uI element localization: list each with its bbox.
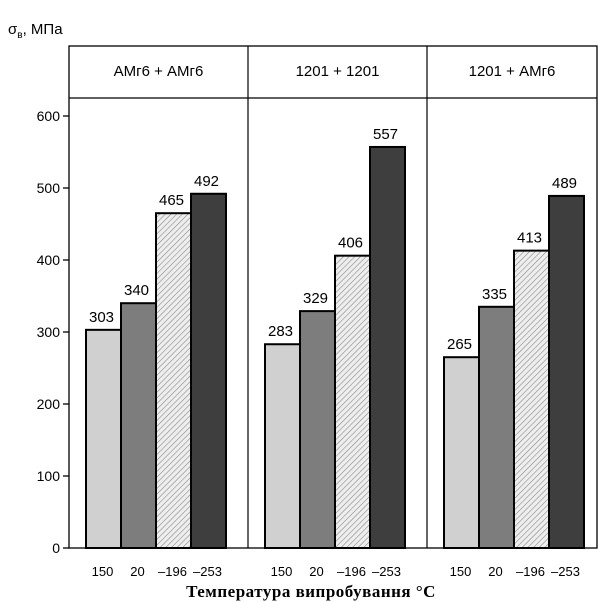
- data-label-2-4: 557: [373, 126, 398, 143]
- y-axis: 0 100 200 300 400 500 600: [37, 108, 69, 556]
- y-axis-label-rest: , МПа: [23, 21, 64, 38]
- data-label-2-2: 329: [303, 290, 328, 307]
- bar-2-–253: [369, 145, 406, 550]
- bar-3-150: [443, 356, 480, 550]
- data-label-1-4: 492: [194, 173, 219, 190]
- x-tick-label-1-1: 150: [92, 564, 114, 579]
- data-label-3-4: 489: [552, 175, 577, 192]
- data-label-3-1: 265: [447, 336, 472, 353]
- x-axis-title: Температура випробування °С: [186, 582, 436, 601]
- x-tick-label-1-3: –196: [158, 564, 187, 579]
- x-tick-label-2-1: 150: [271, 564, 293, 579]
- data-label-1-2: 340: [124, 282, 149, 299]
- x-tick-label-3-2: 20: [488, 564, 502, 579]
- bar-2-–196: [334, 254, 371, 549]
- bar-1-20: [120, 302, 157, 550]
- bar-1-–253: [190, 192, 227, 549]
- data-label-2-1: 283: [268, 323, 293, 340]
- y-axis-label-sub: в: [17, 30, 22, 41]
- data-label-2-3: 406: [338, 235, 363, 252]
- bar-2-20: [299, 310, 336, 549]
- x-tick-label-2-4: –253: [372, 564, 401, 579]
- x-tick-label-3-4: –253: [551, 564, 580, 579]
- bar-3-–196: [513, 249, 550, 549]
- x-tick-label-3-3: –196: [516, 564, 545, 579]
- bar-3-–253: [548, 194, 585, 549]
- chart-panels: АМг6 + АМг630315034020465–196492–2531201…: [85, 63, 585, 579]
- panel-title-2: 1201 + 1201: [296, 63, 380, 80]
- y-axis-label: σв, МПа: [8, 21, 63, 41]
- panel-2: 1201 + 1201 283 150 329 20 406 –196 557 –253: [264, 63, 406, 579]
- data-label-1-1: 303: [89, 309, 114, 326]
- data-label-3-2: 335: [482, 286, 507, 303]
- panel-title-3: 1201 + АМг6: [469, 63, 556, 80]
- x-tick-label-3-1: 150: [450, 564, 472, 579]
- y-tick-label-400: 400: [37, 252, 61, 268]
- x-tick-label-1-2: 20: [130, 564, 144, 579]
- bar-2-150: [264, 343, 301, 549]
- y-axis-label-main: σ: [8, 21, 18, 38]
- y-tick-label-500: 500: [37, 180, 61, 196]
- bar-1-150: [85, 328, 122, 549]
- x-tick-label-1-4: –253: [193, 564, 222, 579]
- data-label-3-3: 413: [517, 230, 542, 247]
- data-label-1-3: 465: [159, 192, 184, 209]
- panel-1: АМг6 + АМг6 303 150 340 20 465 –196 492 –253: [85, 63, 227, 579]
- y-tick-label-300: 300: [37, 324, 61, 340]
- bar-3-20: [478, 305, 515, 549]
- x-tick-label-2-2: 20: [309, 564, 323, 579]
- y-tick-label-100: 100: [37, 468, 61, 484]
- panel-3: 1201 + АМг6 265 150 335 20 413 –196 489 –253: [443, 63, 585, 579]
- y-tick-label-0: 0: [52, 540, 60, 556]
- x-tick-label-2-3: –196: [337, 564, 366, 579]
- bar-1-–196: [155, 212, 192, 549]
- panel-title-1: АМг6 + АМг6: [114, 63, 204, 80]
- y-tick-label-200: 200: [37, 396, 61, 412]
- y-tick-label-600: 600: [37, 108, 61, 124]
